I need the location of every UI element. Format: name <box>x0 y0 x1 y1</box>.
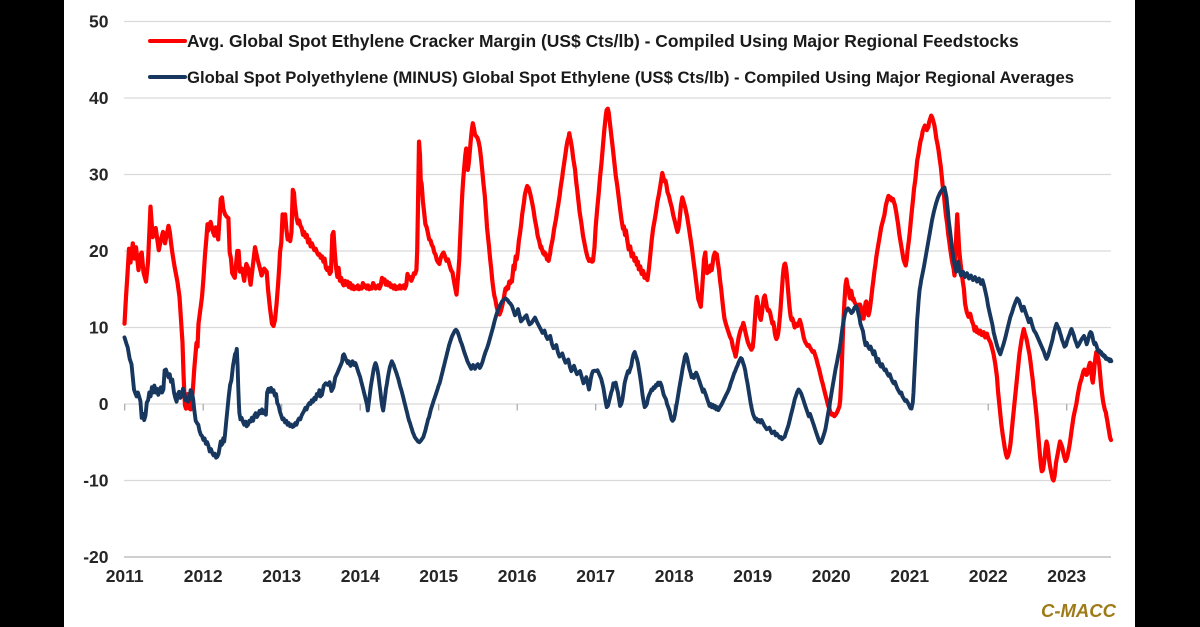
svg-text:2011: 2011 <box>106 566 144 586</box>
svg-text:2022: 2022 <box>969 566 1008 586</box>
svg-text:2012: 2012 <box>184 566 223 586</box>
svg-text:C-MACC: C-MACC <box>1041 600 1117 621</box>
svg-text:40: 40 <box>89 88 109 108</box>
svg-text:2017: 2017 <box>576 566 615 586</box>
svg-text:10: 10 <box>89 318 109 338</box>
svg-text:30: 30 <box>89 165 109 185</box>
svg-text:Avg. Global Spot Ethylene Crac: Avg. Global Spot Ethylene Cracker Margin… <box>187 31 1019 51</box>
svg-text:20: 20 <box>89 241 109 261</box>
svg-text:2021: 2021 <box>890 566 929 586</box>
svg-text:0: 0 <box>99 394 109 414</box>
svg-text:2014: 2014 <box>341 566 380 586</box>
svg-text:-10: -10 <box>83 471 109 491</box>
svg-text:2023: 2023 <box>1047 566 1086 586</box>
svg-text:2015: 2015 <box>419 566 458 586</box>
svg-text:2013: 2013 <box>262 566 301 586</box>
svg-text:2020: 2020 <box>812 566 851 586</box>
svg-text:2016: 2016 <box>498 566 537 586</box>
svg-text:2019: 2019 <box>733 566 772 586</box>
svg-text:-20: -20 <box>83 547 109 567</box>
svg-text:50: 50 <box>89 12 109 32</box>
svg-text:Global Spot Polyethylene (MINU: Global Spot Polyethylene (MINUS) Global … <box>187 68 1074 87</box>
svg-text:2018: 2018 <box>655 566 694 586</box>
